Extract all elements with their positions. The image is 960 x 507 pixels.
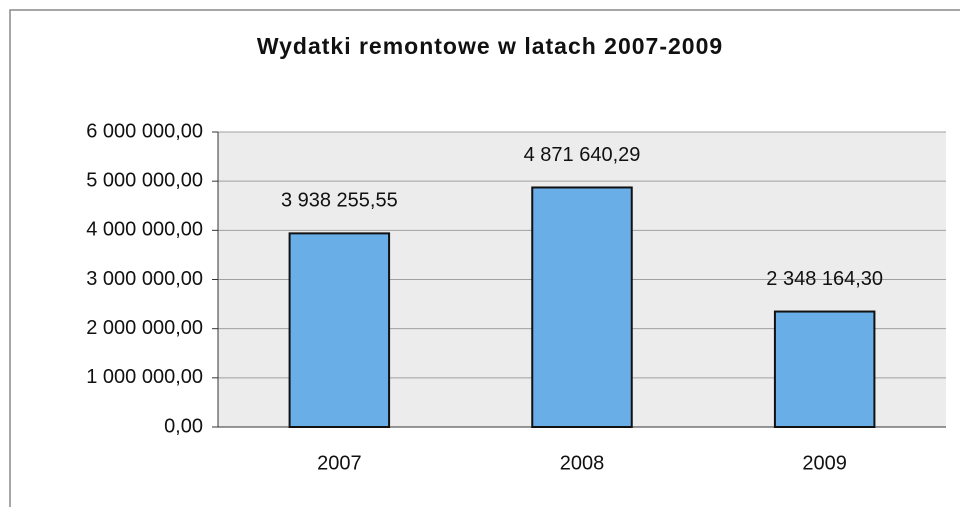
bar bbox=[531, 186, 633, 428]
bar bbox=[773, 310, 876, 428]
y-tick-label: 1 000 000,00 bbox=[86, 366, 203, 388]
y-tick-label: 6 000 000,00 bbox=[86, 120, 203, 142]
y-tick-label: 3 000 000,00 bbox=[86, 268, 203, 290]
y-tick-label: 5 000 000,00 bbox=[86, 169, 203, 191]
chart-title: Wydatki remontowe w latach 2007-2009 bbox=[257, 33, 723, 59]
value-label: 3 938 255,55 bbox=[281, 190, 398, 212]
y-tick-label: 2 000 000,00 bbox=[86, 317, 203, 339]
y-tick-label: 0,00 bbox=[164, 415, 203, 437]
x-tick-label: 2009 bbox=[802, 452, 847, 474]
y-tick-label: 4 000 000,00 bbox=[86, 219, 203, 241]
value-label: 2 348 164,30 bbox=[766, 268, 883, 290]
bar bbox=[288, 232, 391, 428]
x-tick-label: 2008 bbox=[560, 452, 605, 474]
value-label: 4 871 640,29 bbox=[524, 144, 641, 166]
x-tick-label: 2007 bbox=[317, 452, 362, 474]
